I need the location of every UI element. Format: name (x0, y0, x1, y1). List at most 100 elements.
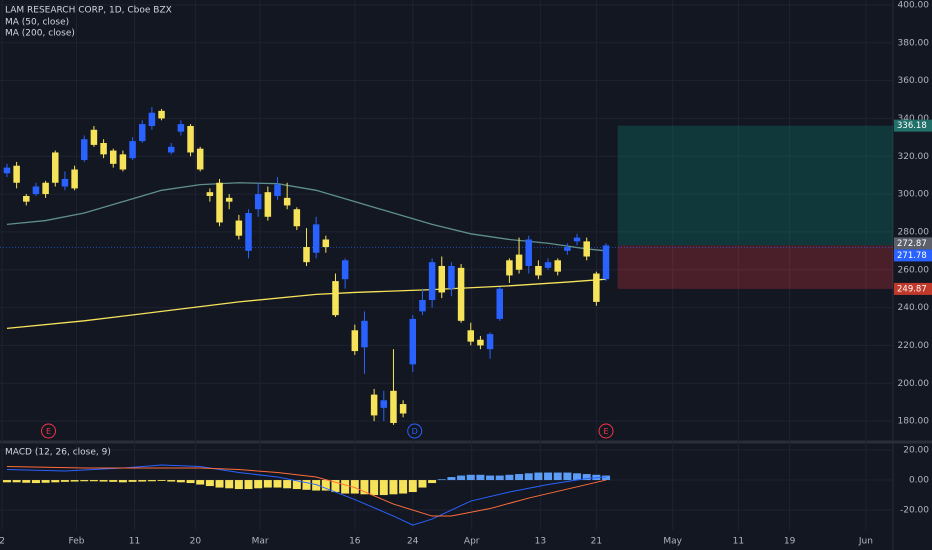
histogram-bar (389, 480, 398, 495)
x-tick-label: May (663, 537, 682, 547)
candle-body (535, 265, 542, 276)
candle-body (61, 178, 69, 187)
histogram-bar (582, 474, 591, 481)
x-tick-label: Apr (464, 537, 480, 547)
histogram-bar (447, 477, 456, 481)
histogram-bar (109, 480, 118, 482)
target-zone (617, 125, 893, 246)
histogram-bar (41, 480, 50, 483)
histogram-bar (283, 480, 292, 489)
stop-zone (617, 245, 893, 289)
symbol-title: LAM RESEARCH CORP, 1D, Cboe BZX (5, 6, 172, 16)
candle-body (167, 146, 175, 153)
histogram-bar (360, 480, 369, 495)
candle-body (206, 192, 214, 196)
histogram-bar (138, 480, 147, 482)
price-tag-label: 271.78 (897, 251, 927, 261)
histogram-bar (244, 480, 253, 490)
histogram-bar (505, 474, 514, 481)
candle-body (81, 139, 88, 161)
histogram-bar (225, 480, 234, 489)
candle-body (254, 194, 262, 210)
ma50-legend: MA (50, close) (5, 18, 69, 28)
candle-body (13, 165, 20, 183)
indicator-line (6, 182, 607, 252)
histogram-bar (341, 480, 350, 494)
candle-body (52, 152, 59, 183)
price-tag-label: 249.87 (897, 284, 927, 294)
histogram-bar (495, 475, 504, 481)
histogram-bar (534, 472, 543, 481)
candle-body (583, 241, 590, 257)
candle-body (71, 169, 78, 189)
candle-body (32, 186, 40, 195)
candle-body (544, 262, 552, 268)
histogram-bar (70, 480, 79, 482)
candle-body (593, 273, 600, 302)
event-label: E (603, 427, 608, 436)
candle-body (380, 400, 388, 408)
histogram-bar (573, 473, 582, 481)
candle-body (390, 390, 397, 423)
x-tick-label: 11 (129, 537, 140, 547)
x-tick-label: 11 (733, 537, 744, 547)
candle-body (409, 318, 417, 365)
histogram-bar (215, 480, 224, 488)
candle-body (399, 404, 407, 414)
candle-body (216, 182, 223, 223)
candle-body (177, 124, 185, 132)
price-tag (894, 119, 932, 132)
histogram-bar (476, 474, 485, 481)
histogram-bar (196, 480, 205, 485)
histogram-bar (2, 480, 11, 483)
y-tick-label: 280.00 (898, 227, 930, 237)
y-tick-label: 380.00 (898, 38, 930, 48)
candle-body (438, 265, 446, 293)
y-tick-label: 0.00 (909, 476, 929, 486)
candle-body (129, 141, 136, 159)
candle-body (42, 182, 49, 195)
x-tick-label: Feb (69, 537, 85, 547)
histogram-bar (254, 480, 263, 489)
y-tick-label: 340.00 (898, 114, 930, 124)
histogram-bar (399, 480, 408, 494)
histogram-bar (350, 480, 359, 494)
candle-body (148, 112, 156, 126)
histogram-bar (80, 480, 89, 482)
histogram-bar (157, 480, 166, 481)
histogram-bar (457, 475, 466, 481)
histogram-bar (176, 480, 185, 483)
x-tick-label: 21 (591, 537, 602, 547)
candle-body (332, 281, 339, 316)
histogram-bar (273, 480, 282, 488)
x-tick-label: Jun (858, 537, 873, 547)
candle-body (457, 267, 465, 321)
candle-body (138, 124, 146, 142)
histogram-bar (263, 480, 272, 488)
candle-body (564, 247, 571, 251)
y-tick-label: 180.00 (898, 417, 930, 427)
candle-body (341, 260, 349, 280)
candle-body (428, 262, 436, 301)
histogram-bar (51, 480, 60, 483)
event-marker (598, 423, 614, 439)
event-label: D (412, 427, 418, 436)
histogram-bar (379, 480, 388, 496)
histogram-bar (60, 480, 69, 482)
histogram-bar (331, 480, 340, 493)
candle-body (602, 245, 610, 280)
candle-body (235, 220, 243, 236)
y-tick-label: 20.00 (903, 446, 929, 456)
candle-body (477, 339, 484, 346)
histogram-bar (321, 480, 330, 491)
event-marker (41, 423, 57, 439)
candle-body (245, 213, 252, 251)
histogram-bar (128, 480, 137, 482)
histogram-bar (428, 480, 437, 484)
histogram-bar (22, 480, 31, 483)
candle-body (554, 260, 561, 272)
event-label: E (46, 427, 51, 436)
histogram-bar (312, 480, 321, 491)
